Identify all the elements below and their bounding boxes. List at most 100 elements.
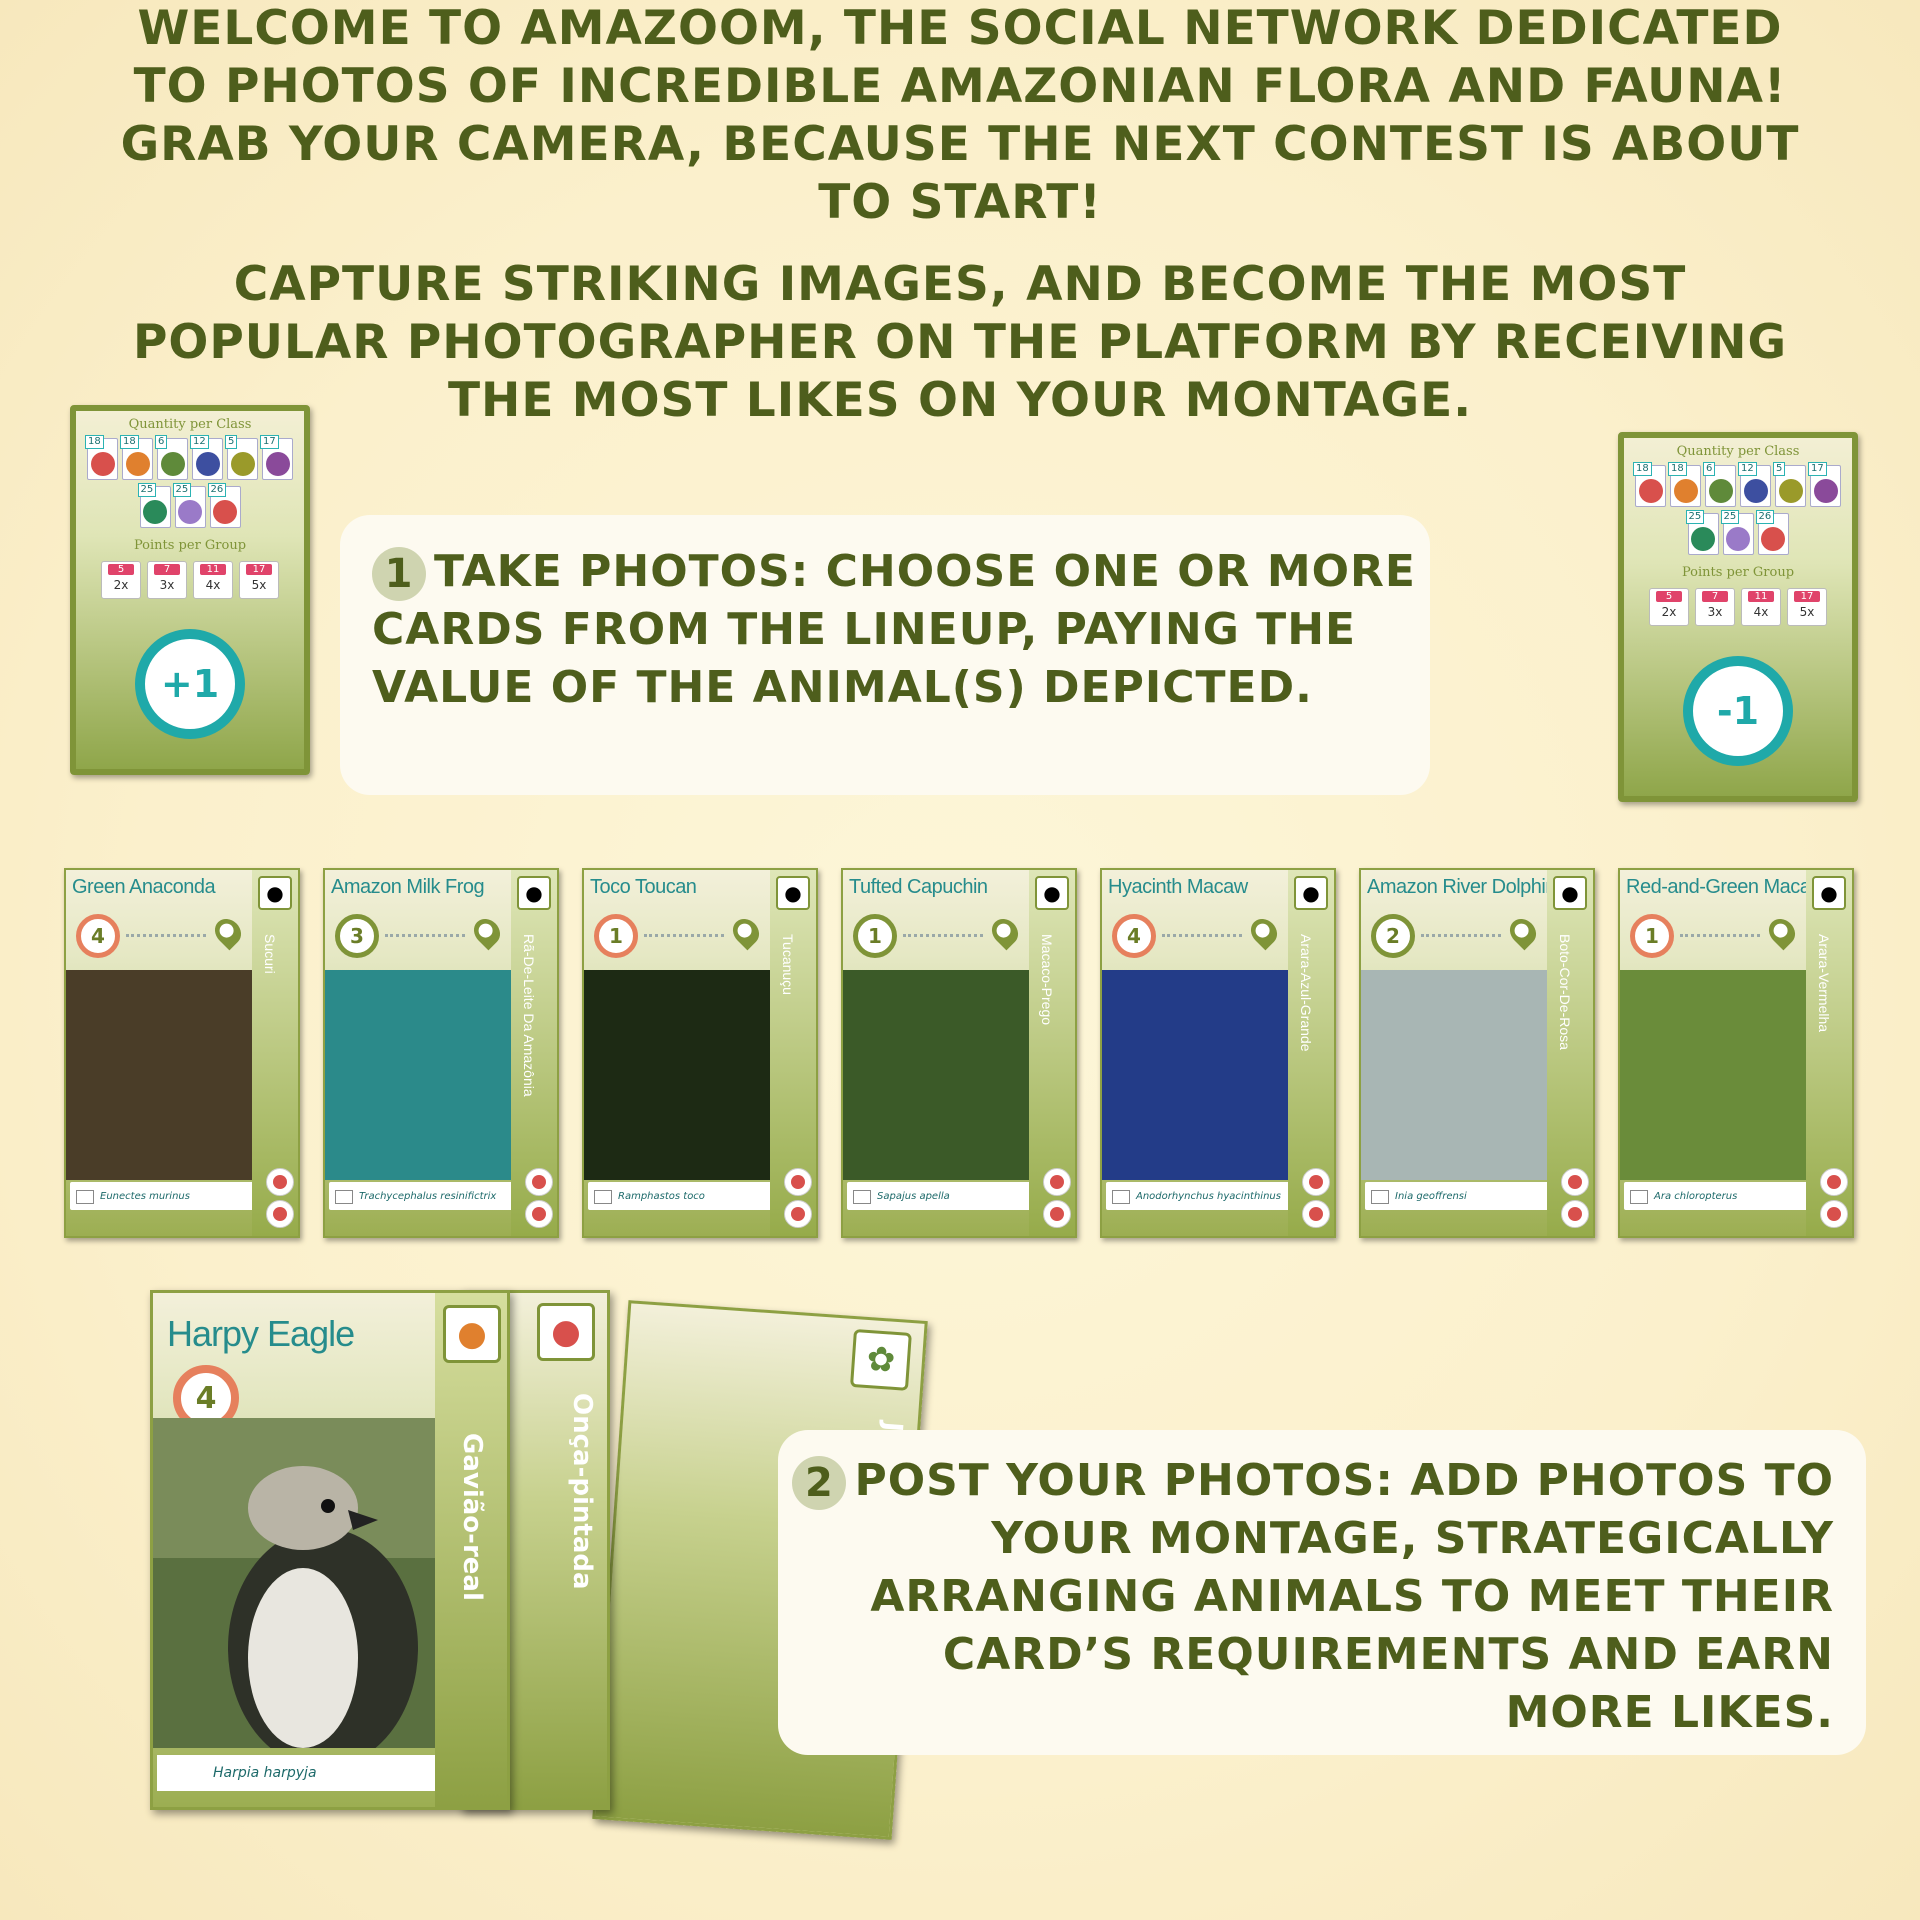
- class-count: 17: [1808, 462, 1827, 476]
- dotted-connector: [1680, 934, 1760, 937]
- dotted-connector: [644, 934, 724, 937]
- likes-column: [1300, 1168, 1332, 1228]
- local-name: Arara-Vermelha: [1816, 934, 1832, 1033]
- like-requirement-icon: [266, 1168, 294, 1196]
- class-slot: 26: [207, 483, 241, 528]
- like-requirement-icon: [784, 1168, 812, 1196]
- lizard-icon: [1708, 479, 1733, 503]
- likes-column: [264, 1168, 296, 1228]
- group-points: 11: [1748, 591, 1774, 602]
- groups-title: Points per Group: [133, 538, 247, 553]
- class-slot: 25: [172, 483, 206, 528]
- animal-photo: [1102, 970, 1290, 1180]
- class-count: 6: [155, 435, 168, 449]
- class-slot: 18: [1668, 462, 1701, 507]
- class-count: 25: [137, 483, 157, 497]
- class-count: 25: [1720, 510, 1740, 524]
- groups-title: Points per Group: [1681, 565, 1795, 580]
- aperture-penalty-badge: -1: [1683, 656, 1793, 766]
- step-2-text: ADD PHOTOS TO YOUR MONTAGE, STRATEGICALL…: [870, 1455, 1834, 1738]
- group-slot: 11 4x: [1741, 588, 1781, 626]
- intro-paragraph-2: CAPTURE STRIKING IMAGES, AND BECOME THE …: [132, 257, 1788, 428]
- like-requirement-icon: [525, 1200, 553, 1228]
- like-requirement-icon: [1043, 1168, 1071, 1196]
- class-card-right: Quantity per Class 18 18 6 12 5 17 25 25…: [1618, 432, 1858, 802]
- class-icon: ●: [1812, 876, 1846, 910]
- class-count: 18: [1668, 462, 1687, 476]
- class-slot: 12: [1738, 462, 1771, 507]
- scientific-name: Trachycephalus resinifictrix: [329, 1182, 513, 1210]
- lineup-card[interactable]: Amazon Milk Frog 3 Trachycephalus resinifi…: [323, 868, 559, 1238]
- animal-photo: [584, 970, 772, 1180]
- likes-column: [1818, 1168, 1850, 1228]
- habitat-pin-icon: [727, 913, 765, 951]
- group-slot: 11 4x: [193, 561, 233, 599]
- group-multiplier: 4x: [205, 578, 221, 592]
- class-slot: 12: [190, 435, 223, 480]
- animal-name: Tufted Capuchin: [849, 876, 988, 898]
- animal-name: Amazon Milk Frog: [331, 876, 485, 898]
- bird-icon: [125, 452, 150, 476]
- class-icon: ●: [1553, 876, 1587, 910]
- habitat-pin-icon: [1245, 913, 1283, 951]
- class-row-2: 25 25 26: [76, 483, 304, 528]
- lineup-card[interactable]: Tufted Capuchin 1 Sapajus apella ● Macaco-Pr…: [841, 868, 1077, 1238]
- like-requirement-icon: [266, 1200, 294, 1228]
- class-slot: 17: [260, 435, 293, 480]
- harpy-eagle-photo: [153, 1418, 438, 1748]
- local-name: Arara-Azul-Grande: [1298, 934, 1314, 1052]
- likes-column: [1559, 1168, 1591, 1228]
- beetle-icon: [265, 452, 290, 476]
- lineup-card[interactable]: Red-and-Green Macaw 1 Ara chloropterus ● Ara…: [1618, 868, 1854, 1238]
- harpy-eagle-scientific-name: Harpia harpyja: [157, 1755, 437, 1791]
- class-count: 25: [172, 483, 192, 497]
- group-slot: 5 2x: [1649, 588, 1689, 626]
- group-points: 5: [1656, 591, 1682, 602]
- class-slot: 17: [1808, 462, 1841, 507]
- class-slot: 18: [1633, 462, 1666, 507]
- class-row-1: 18 18 6 12 5 17: [76, 435, 304, 480]
- step-1-box: 1 TAKE PHOTOS: CHOOSE ONE OR MORE CARDS F…: [340, 515, 1430, 795]
- likes-column: [1041, 1168, 1073, 1228]
- animal-name: Amazon River Dolphin: [1367, 876, 1556, 898]
- stack-middle-local-name: Onça-pintada: [567, 1393, 597, 1590]
- class-slot: 25: [1685, 510, 1719, 555]
- flower-icon: [178, 500, 202, 524]
- like-requirement-icon: [1302, 1200, 1330, 1228]
- scientific-name: Anodorhynchus hyacinthinus: [1106, 1182, 1290, 1210]
- class-row-1: 18 18 6 12 5 17: [1624, 462, 1852, 507]
- local-name: Rã-De-Leite Da Amazônia: [521, 934, 537, 1097]
- class-count: 5: [225, 435, 238, 449]
- like-requirement-icon: [1561, 1200, 1589, 1228]
- lineup-card[interactable]: Amazon River Dolphin 2 Inia geoffrensi ● Bot…: [1359, 868, 1595, 1238]
- class-count: 5: [1773, 462, 1786, 476]
- group-multiplier: 2x: [1661, 605, 1677, 619]
- lineup-card[interactable]: Green Anaconda 4 Eunectes murinus ● Sucuri: [64, 868, 300, 1238]
- card-cost: 4: [76, 914, 120, 958]
- group-slot: 17 5x: [1787, 588, 1827, 626]
- class-count: 25: [1685, 510, 1705, 524]
- animal-photo: [66, 970, 254, 1180]
- class-icon: ●: [1294, 876, 1328, 910]
- step-1-heading: TAKE PHOTOS:: [434, 546, 810, 597]
- plant-icon: [143, 500, 167, 524]
- dotted-connector: [903, 934, 983, 937]
- class-card-left: Quantity per Class 18 18 6 12 5 17 25 25…: [70, 405, 310, 775]
- stack-card-front[interactable]: Harpy Eagle 4 Harpia harpyja ● Gavião-re…: [150, 1290, 510, 1810]
- class-icon: ●: [258, 876, 292, 910]
- animal-name: Toco Toucan: [590, 876, 697, 898]
- class-count: 26: [207, 483, 227, 497]
- lineup-card[interactable]: Toco Toucan 1 Ramphastos toco ● Tucanuçu: [582, 868, 818, 1238]
- scientific-name: Sapajus apella: [847, 1182, 1031, 1210]
- class-slot: 25: [1720, 510, 1754, 555]
- class-count: 17: [260, 435, 279, 449]
- class-row-2: 25 25 26: [1624, 510, 1852, 555]
- lineup-card[interactable]: Hyacinth Macaw 4 Anodorhynchus hyacinthinu…: [1100, 868, 1336, 1238]
- class-slot: 18: [120, 435, 153, 480]
- step-2-number: 2: [792, 1456, 847, 1510]
- group-multiplier: 3x: [1707, 605, 1723, 619]
- frog-icon: [1778, 479, 1803, 503]
- class-slot: 5: [1773, 462, 1806, 507]
- class-count: 18: [120, 435, 139, 449]
- like-requirement-icon: [1820, 1168, 1848, 1196]
